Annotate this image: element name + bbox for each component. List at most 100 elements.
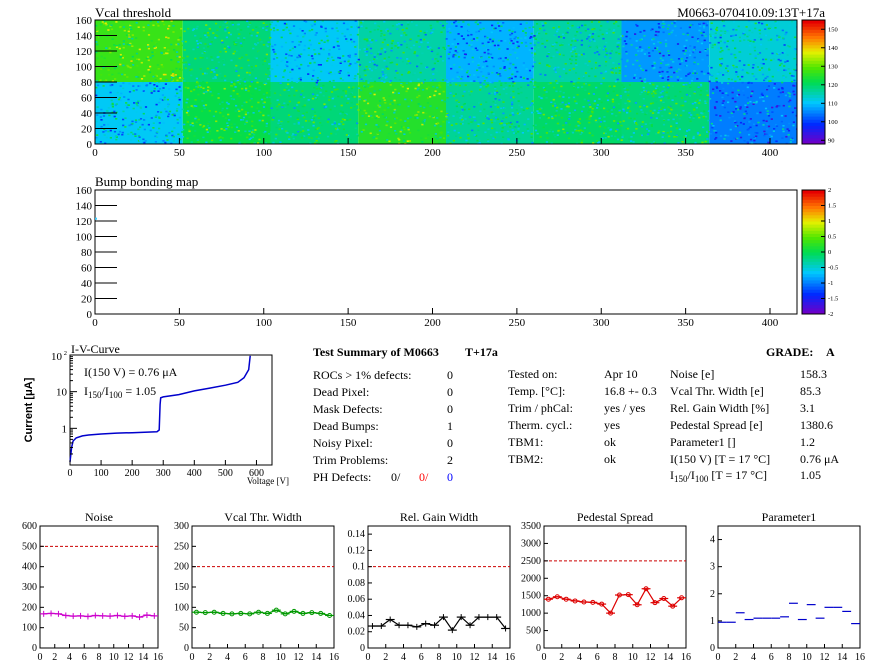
- vcal-pixel: [698, 22, 702, 25]
- vcal-pixel: [363, 38, 366, 41]
- vcal-pixel: [117, 133, 120, 136]
- vcal-pixel: [635, 40, 638, 42]
- vcal-pixel: [549, 82, 552, 84]
- vcal-pixel: [686, 32, 689, 35]
- vcal-palette-band: [802, 63, 825, 67]
- vcal-pixel: [588, 34, 591, 36]
- vcal-pixel: [577, 77, 581, 80]
- vcal-pixel: [409, 38, 412, 41]
- vcal-pixel: [273, 29, 276, 32]
- vcal-pixel: [167, 103, 170, 106]
- vcal-pixel: [204, 34, 207, 37]
- vcal-pixel: [312, 116, 315, 118]
- vcal-pixel: [246, 79, 249, 82]
- vcal-pixel: [279, 124, 282, 127]
- vcal-pixel: [738, 131, 742, 134]
- vcal-pixel: [186, 98, 189, 101]
- vcal-pixel: [121, 73, 124, 76]
- vcal-pixel: [345, 38, 348, 40]
- vcal-pixel: [258, 51, 261, 53]
- vcal-pixel: [452, 55, 455, 58]
- defect-label: ROCs > 1% defects:: [313, 368, 411, 382]
- vcal-pixel: [174, 95, 177, 97]
- vcal-pixel: [445, 22, 449, 25]
- vcal-pixel: [432, 28, 435, 31]
- vcal-pixel: [250, 97, 253, 100]
- vcal-x-tick-label: 50: [174, 147, 186, 159]
- vcal-pixel: [248, 74, 251, 76]
- vcal-pixel: [708, 65, 711, 67]
- vcal-pixel: [289, 49, 292, 52]
- vcal-pixel: [317, 117, 320, 119]
- vcal-pixel: [333, 122, 336, 125]
- vcal-pixel: [138, 139, 142, 142]
- vcal-pixel: [579, 32, 582, 34]
- vcal-pixel: [470, 33, 473, 36]
- vcal-pixel: [357, 109, 360, 111]
- vcal-pixel: [354, 75, 357, 77]
- vcal-pixel: [398, 30, 402, 32]
- vcal-pixel: [700, 70, 703, 73]
- vcal-pixel: [761, 73, 765, 76]
- bump-palette-band: [802, 233, 825, 237]
- vcal-pixel: [243, 37, 246, 39]
- vcal-pixel: [222, 115, 225, 117]
- chart-point-marker: [625, 592, 631, 598]
- vcal-pixel: [651, 112, 655, 114]
- vcal-pixel: [511, 82, 514, 84]
- vcal-pixel: [748, 29, 751, 32]
- vcal-pixel: [336, 30, 339, 32]
- vcal-pixel: [683, 45, 686, 47]
- vcal-pixel: [545, 132, 548, 134]
- vcal-pixel: [508, 29, 511, 32]
- vcal-pixel: [288, 29, 291, 32]
- vcal-pixel: [470, 39, 474, 42]
- vcal-pixel: [493, 128, 496, 130]
- vcal-pixel: [596, 107, 599, 109]
- vcal-pixel: [390, 49, 393, 52]
- vcal-pixel: [616, 128, 619, 131]
- chart-x-tick-label: 2: [559, 652, 564, 663]
- vcal-pixel: [408, 132, 412, 134]
- vcal-pixel: [114, 104, 117, 106]
- vcal-pixel: [375, 39, 378, 42]
- vcal-pixel: [292, 25, 296, 27]
- vcal-pixel: [130, 131, 133, 134]
- chart-x-tick-label: 2: [383, 652, 388, 663]
- vcal-pixel: [426, 97, 430, 99]
- vcal-pixel: [551, 117, 554, 120]
- vcal-pixel: [302, 112, 305, 115]
- vcal-pixel: [670, 76, 673, 78]
- vcal-pixel: [742, 94, 746, 96]
- vcal-pixel: [612, 90, 615, 93]
- vcal-pixel: [619, 95, 622, 97]
- vcal-pixel: [733, 66, 736, 69]
- vcal-pixel: [195, 116, 198, 118]
- vcal-pixel: [171, 130, 174, 133]
- chart-x-tick-label: 14: [487, 652, 497, 663]
- vcal-pixel: [619, 38, 622, 41]
- vcal-pixel: [625, 35, 628, 38]
- vcal-pixel: [781, 91, 784, 93]
- vcal-pixel: [602, 77, 605, 80]
- defect-value: 0: [447, 385, 453, 399]
- vcal-pixel: [675, 127, 679, 130]
- vcal-pixel: [767, 115, 771, 117]
- vcal-pixel: [750, 92, 753, 95]
- vcal-pixel: [559, 36, 563, 38]
- vcal-pixel: [735, 103, 738, 106]
- vcal-pixel: [636, 59, 639, 62]
- vcal-pixel: [369, 92, 372, 95]
- vcal-pixel: [223, 129, 226, 131]
- vcal-pixel: [449, 84, 452, 86]
- vcal-pixel: [168, 88, 171, 90]
- vcal-pixel: [588, 109, 591, 111]
- vcal-pixel: [572, 111, 575, 114]
- vcal-pixel: [651, 49, 654, 52]
- vcal-pixel: [261, 132, 264, 135]
- vcal-pixel: [721, 104, 724, 106]
- vcal-pixel: [132, 64, 135, 66]
- vcal-pixel: [576, 31, 579, 33]
- vcal-pixel: [364, 74, 367, 77]
